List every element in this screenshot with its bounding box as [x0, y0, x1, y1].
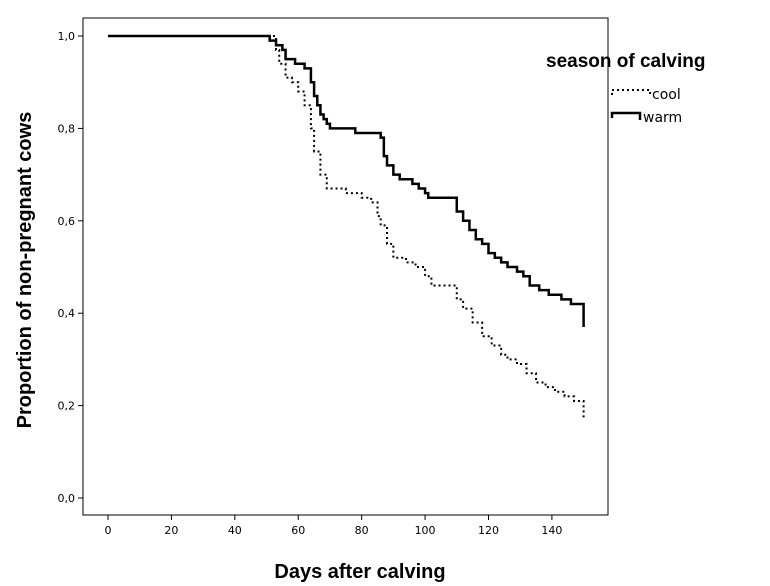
x-tick-label: 60: [291, 524, 305, 537]
y-tick-label: 0,2: [58, 400, 76, 413]
x-tick-label: 140: [541, 524, 562, 537]
legend-item-cool: cool: [611, 87, 681, 103]
x-tick-label: 80: [355, 524, 369, 537]
series-layer: [108, 34, 585, 420]
y-tick-label: 1,0: [58, 30, 76, 43]
legend-label-cool: cool: [652, 87, 681, 103]
legend-title: season of calving: [546, 51, 705, 72]
legend-swatch-cool: [611, 89, 651, 97]
legend-swatch-warm: [610, 111, 642, 120]
axes: 0 20 40 60 80 100 120 140 0,0 0,2 0,4 0,6 0,8 1,0: [58, 30, 563, 537]
series-line-cool: [108, 35, 585, 420]
plot-area: [82, 17, 609, 516]
legend-item-warm: warm: [610, 110, 682, 126]
x-tick-label: 20: [164, 524, 178, 537]
x-tick-label: 100: [415, 524, 436, 537]
y-tick-label: 0,4: [58, 307, 76, 320]
y-axis-title: Proportion of non-pregnant cows: [14, 112, 36, 429]
x-tick-label: 120: [478, 524, 499, 537]
plot-frame: [82, 17, 609, 516]
x-tick-label: 0: [105, 524, 112, 537]
x-axis-title: Days after calving: [274, 561, 445, 583]
y-tick-label: 0,0: [58, 492, 76, 505]
y-tick-label: 0,8: [58, 122, 76, 135]
y-tick-label: 0,6: [58, 215, 76, 228]
legend-label-warm: warm: [643, 110, 682, 126]
series-line-warm: [108, 34, 585, 328]
x-tick-label: 40: [228, 524, 242, 537]
legend: season of calving cool warm: [546, 51, 705, 126]
